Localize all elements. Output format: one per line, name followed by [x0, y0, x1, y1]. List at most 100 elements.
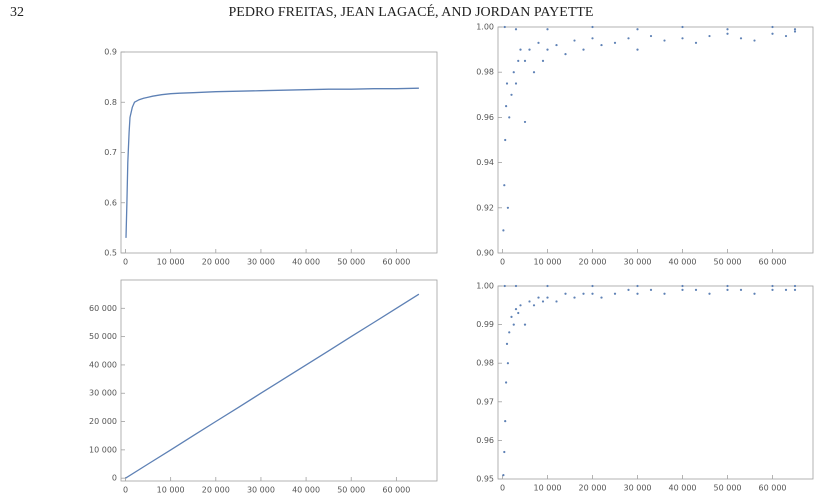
data-point	[510, 315, 513, 318]
data-point	[726, 288, 729, 291]
y-tick-label: 60 000	[89, 304, 117, 313]
data-point	[793, 284, 797, 288]
x-tick-label: 10 000	[157, 258, 185, 267]
data-point	[694, 41, 698, 44]
data-point	[784, 34, 788, 38]
data-point	[771, 25, 774, 29]
data-point	[726, 32, 729, 35]
x-tick-label: 0	[123, 258, 128, 267]
data-point	[636, 284, 639, 288]
data-point	[591, 25, 594, 29]
data-point	[503, 284, 506, 288]
x-tick-label: 60 000	[759, 258, 787, 267]
data-point	[681, 37, 684, 40]
data-point	[600, 296, 603, 299]
data-point	[753, 39, 756, 42]
y-tick-label: 0.9	[104, 48, 117, 57]
x-tick-label: 50 000	[337, 258, 365, 267]
data-point	[510, 93, 513, 96]
y-tick-label: 0.8	[104, 98, 117, 107]
data-point	[591, 284, 594, 288]
data-point	[514, 28, 518, 31]
data-point	[519, 304, 522, 307]
y-tick-label: 0.98	[476, 359, 494, 368]
data-point	[503, 450, 506, 454]
data-point	[600, 43, 603, 47]
data-point	[517, 311, 520, 315]
page-number: 32	[10, 5, 24, 20]
data-point	[506, 206, 509, 209]
x-tick-label: 30 000	[247, 258, 275, 267]
data-point	[708, 292, 711, 295]
data-point	[726, 28, 729, 31]
plot-frame	[497, 285, 814, 480]
data-point	[663, 292, 666, 295]
data-point	[514, 284, 518, 288]
plot-frame	[497, 26, 814, 254]
y-tick-label: 0.94	[476, 158, 494, 167]
data-point	[726, 284, 729, 288]
data-point	[681, 284, 684, 288]
x-tick-label: 40 000	[669, 258, 697, 267]
running-head: PEDRO FREITAS, JEAN LAGACÉ, AND JORDAN P…	[229, 3, 594, 20]
data-point	[649, 288, 653, 291]
data-point	[739, 288, 743, 291]
data-point	[582, 48, 585, 51]
data-point	[771, 288, 774, 291]
data-point	[505, 105, 508, 108]
data-point	[519, 48, 522, 51]
y-tick-label: 0.90	[476, 249, 494, 258]
data-line	[125, 293, 420, 479]
y-tick-label: 0	[112, 474, 117, 483]
data-point	[564, 53, 567, 56]
data-point	[636, 48, 639, 51]
x-tick-label: 60 000	[759, 484, 787, 493]
x-tick-label: 20 000	[202, 486, 230, 495]
data-point	[555, 43, 558, 47]
data-point	[537, 41, 540, 44]
y-tick-label: 0.99	[476, 320, 494, 329]
data-point	[505, 342, 509, 345]
data-point	[694, 288, 698, 291]
data-point	[793, 288, 797, 291]
x-tick-label: 50 000	[714, 258, 742, 267]
data-point	[613, 292, 617, 295]
data-point	[793, 28, 797, 31]
data-point	[512, 71, 515, 74]
y-tick-label: 40 000	[89, 360, 117, 369]
data-point	[771, 284, 774, 288]
data-point	[636, 292, 639, 295]
y-tick-label: 20 000	[89, 417, 117, 426]
plot-frame	[120, 279, 438, 482]
x-tick-label: 60 000	[382, 258, 410, 267]
y-tick-label: 0.5	[104, 249, 117, 258]
y-tick-label: 10 000	[89, 445, 117, 454]
data-point	[505, 82, 509, 85]
data-point	[504, 420, 507, 423]
data-point	[613, 41, 617, 44]
data-point	[771, 32, 774, 35]
data-point	[573, 296, 576, 299]
data-point	[793, 30, 797, 33]
data-point	[514, 82, 518, 85]
data-point	[502, 474, 505, 477]
data-point	[503, 25, 506, 29]
data-point	[502, 229, 505, 232]
data-point	[506, 362, 509, 365]
y-tick-label: 0.98	[476, 68, 494, 77]
x-tick-label: 60 000	[382, 486, 410, 495]
data-point	[663, 39, 666, 42]
y-tick-label: 1.00	[476, 282, 494, 291]
x-tick-label: 50 000	[337, 486, 365, 495]
x-tick-label: 30 000	[247, 486, 275, 495]
data-point	[523, 323, 527, 326]
y-tick-label: 1.00	[476, 23, 494, 32]
plot-frame	[120, 51, 438, 254]
data-point	[681, 288, 684, 291]
y-tick-label: 0.95	[476, 475, 494, 484]
x-tick-label: 40 000	[292, 258, 320, 267]
x-tick-label: 10 000	[157, 486, 185, 495]
data-point	[508, 116, 511, 119]
data-point	[541, 300, 545, 303]
